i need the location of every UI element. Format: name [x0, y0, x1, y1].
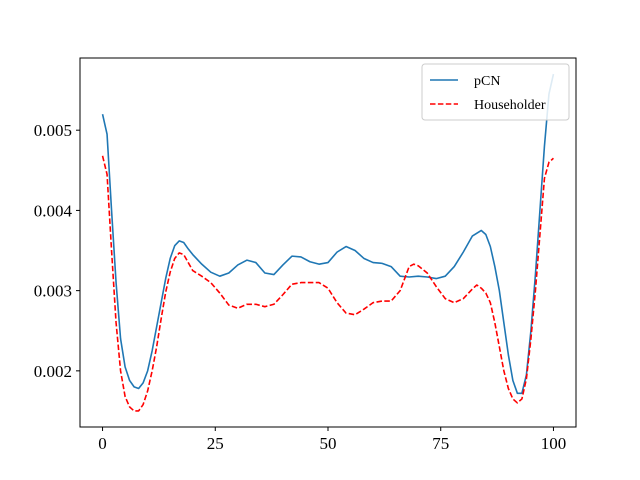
x-tick-label: 50 — [320, 434, 337, 453]
x-tick-label: 25 — [207, 434, 224, 453]
y-tick-label: 0.005 — [34, 121, 72, 140]
axes-layer: 0 25 50 75 100 0.002 0.003 0.004 0.005 — [34, 57, 577, 453]
series-layer — [101, 73, 555, 412]
y-tick-label: 0.004 — [34, 201, 73, 220]
x-tick-label: 100 — [541, 434, 567, 453]
y-tick-label: 0.002 — [34, 362, 72, 381]
legend-label-pcn: pCN — [474, 74, 500, 89]
series-line-householder — [101, 155, 554, 412]
y-tick-label: 0.003 — [34, 282, 72, 301]
x-tick-label: 0 — [98, 434, 107, 453]
x-tick-label: 75 — [432, 434, 449, 453]
legend-box — [421, 63, 570, 121]
series-line-pcn — [101, 73, 555, 395]
legend: pCN Householder — [421, 63, 570, 121]
legend-label-householder: Householder — [474, 98, 546, 113]
